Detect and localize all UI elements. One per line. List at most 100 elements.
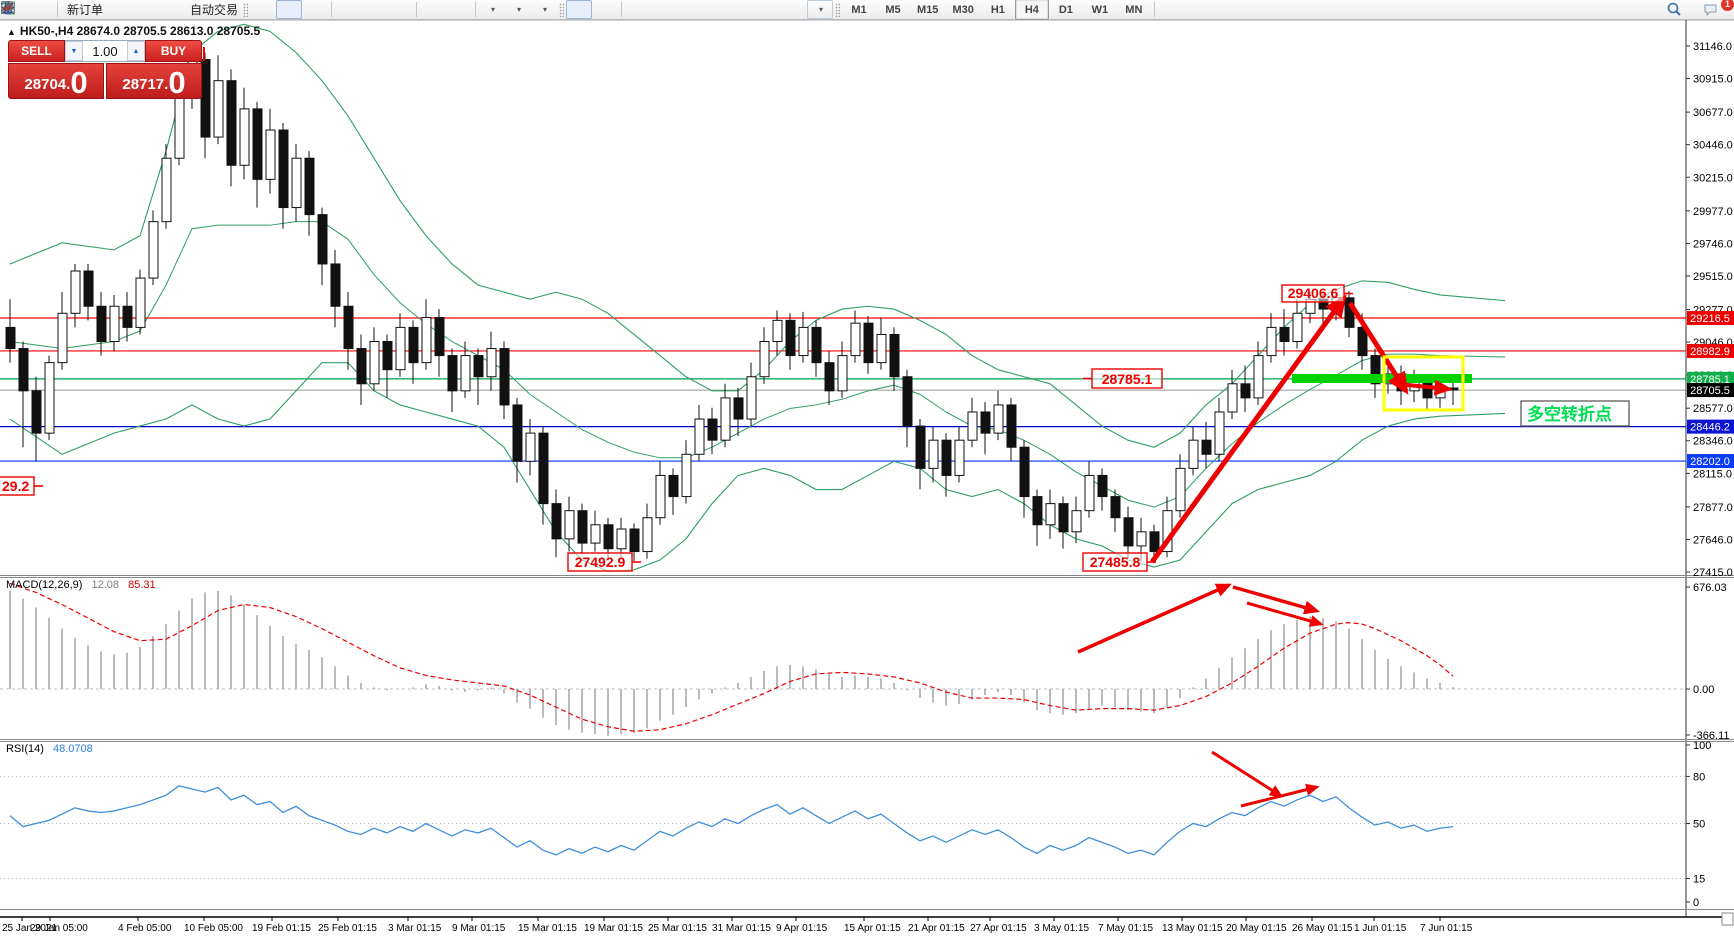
text-label-icon[interactable]: T <box>1 0 807 19</box>
timeframe-button-mn[interactable]: MN <box>1125 3 1143 16</box>
vps-cloud-icon[interactable] <box>1 0 158 19</box>
sell-price-main: 28704 <box>24 76 67 93</box>
svg-text:28785.1: 28785.1 <box>1102 371 1153 387</box>
search-icon[interactable] <box>1666 1 1692 20</box>
profiles-icon[interactable] <box>1 0 54 19</box>
timeframe-button-h1[interactable]: H1 <box>990 3 1005 16</box>
collapse-icon[interactable]: ▲ <box>7 27 16 37</box>
timeframe-button-m30[interactable]: M30 <box>952 3 974 16</box>
timeframe-button-m15[interactable]: M15 <box>917 3 939 16</box>
volume-increase-button[interactable]: ▲ <box>127 41 145 61</box>
svg-text:3 Mar 01:15: 3 Mar 01:15 <box>388 923 442 934</box>
price-axis[interactable]: 31146.0 30915.0 30677.0 30446.0 30215.0 29977… <box>1686 41 1734 579</box>
zoom-out-icon[interactable] <box>1 0 387 19</box>
timeframe-button-h4[interactable]: H4 <box>1014 0 1049 20</box>
svg-text:29.2: 29.2 <box>2 478 29 494</box>
svg-text:27646.0: 27646.0 <box>1693 534 1733 546</box>
buy-button[interactable]: BUY <box>145 40 202 62</box>
svg-text:28446.2: 28446.2 <box>1690 422 1730 434</box>
signals-icon[interactable] <box>2 0 184 19</box>
macd-value: 12.08 <box>91 579 120 591</box>
vertical-line-icon[interactable] <box>7 0 651 19</box>
line-chart-icon[interactable] <box>1 0 328 19</box>
svg-text:28346.0: 28346.0 <box>1693 436 1733 448</box>
rsi-name: RSI(14) <box>6 743 44 755</box>
toolbar: 新订单 自动交易 ▾ ▾ ▾ E F A T ▾ M1 M5 M15 M30 H1 H4 D1 W1 MN 1 <box>0 0 1734 20</box>
toolbar-separator <box>331 2 333 17</box>
toolbar-grip <box>559 2 565 17</box>
price-callout-labels[interactable]: 29406.6 28785.1 27492.9 27485.8 29.2 <box>0 284 1353 572</box>
template-icon[interactable]: ▾ <box>1 0 557 19</box>
metaeditor-icon[interactable] <box>1 0 132 19</box>
support-zone-band[interactable] <box>1292 374 1472 383</box>
bar-chart-icon[interactable] <box>1 0 276 19</box>
macd-trend-arrow[interactable] <box>1232 585 1321 615</box>
svg-text:19 Mar 01:15: 19 Mar 01:15 <box>584 923 643 934</box>
chat-icon[interactable]: 1 <box>1702 0 1734 20</box>
one-click-trade-panel: SELL ▼ 1.00 ▲ BUY 28704. 0 28717. 0 <box>8 40 202 99</box>
toolbar-grip <box>243 2 249 17</box>
svg-text:29746.0: 29746.0 <box>1693 238 1733 250</box>
turning-point-text: 多空转折点 <box>1527 404 1612 424</box>
equidistant-channel-icon[interactable]: E <box>1 0 729 19</box>
period-icon[interactable]: ▾ <box>1 0 531 19</box>
svg-text:25 Mar 01:15: 25 Mar 01:15 <box>648 923 707 934</box>
add-indicator-icon[interactable]: ▾ <box>1 0 505 19</box>
volume-decrease-button[interactable]: ▼ <box>65 41 83 61</box>
sell-price-dot: . <box>66 76 71 93</box>
svg-text:30215.0: 30215.0 <box>1693 172 1733 184</box>
turning-point-text-box[interactable] <box>1520 400 1630 427</box>
cursor-icon[interactable] <box>4 0 593 19</box>
macd-trend-arrow[interactable] <box>1077 583 1232 654</box>
arrows-icon[interactable]: ▾ <box>2 0 834 19</box>
svg-text:10 Feb 05:00: 10 Feb 05:00 <box>184 923 243 934</box>
timeframe-button-d1[interactable]: D1 <box>1058 3 1073 16</box>
tile-windows-icon[interactable] <box>1 0 413 19</box>
macd-name: MACD(12,26,9) <box>6 579 83 591</box>
trend-arrows[interactable] <box>1149 294 1453 564</box>
timeframe-button-m1[interactable]: M1 <box>851 3 867 16</box>
rsi-trend-arrow[interactable] <box>1240 783 1320 808</box>
sell-price-pip: 0 <box>70 65 88 100</box>
svg-text:28577.0: 28577.0 <box>1693 403 1733 415</box>
buy-price-pip: 0 <box>168 65 186 100</box>
crosshair-icon[interactable] <box>2 0 618 19</box>
new-order-icon[interactable]: 新订单 <box>2 0 106 19</box>
symbol-period-label: HK50-,H4 <box>19 24 74 38</box>
svg-text:F: F <box>11 10 15 16</box>
sell-button[interactable]: SELL <box>8 40 65 62</box>
chart-title: ▲ HK50-,H4 28674.0 28705.5 28613.0 28705.… <box>7 24 260 38</box>
svg-text:15 Mar 01:15: 15 Mar 01:15 <box>518 923 577 934</box>
buy-price[interactable]: 28717. 0 <box>106 63 202 99</box>
trendline-icon[interactable] <box>2 0 703 19</box>
horizontal-line-icon[interactable] <box>2 0 677 19</box>
svg-text:0.00: 0.00 <box>1693 684 1714 696</box>
macd-trend-arrow[interactable] <box>1246 601 1324 627</box>
rsi-trend-arrow[interactable] <box>1211 750 1284 798</box>
volume-value[interactable]: 1.00 <box>92 43 118 59</box>
chart-shift-icon[interactable] <box>1 0 472 19</box>
consolidation-rectangle[interactable] <box>1382 355 1465 412</box>
svg-text:80: 80 <box>1693 771 1705 783</box>
rsi-header: RSI(14) 48.0708 <box>6 743 93 755</box>
svg-text:25 Feb 01:15: 25 Feb 01:15 <box>318 923 377 934</box>
timeframe-button-w1[interactable]: W1 <box>1091 3 1109 16</box>
svg-text:15 Apr 01:15: 15 Apr 01:15 <box>844 923 901 934</box>
zoom-in-icon[interactable] <box>1 0 361 19</box>
sell-price[interactable]: 28704. 0 <box>8 63 104 99</box>
candlestick-chart-icon[interactable] <box>1 0 303 19</box>
fibonacci-icon[interactable]: F <box>2 0 755 19</box>
auto-trading-icon[interactable]: 自动交易 <box>2 0 241 19</box>
svg-text:27485.8: 27485.8 <box>1090 554 1141 570</box>
toolbar-grip <box>835 2 841 17</box>
bollinger-middle-band <box>9 221 1506 508</box>
text-icon[interactable]: A <box>4 0 781 19</box>
svg-text:27415.0: 27415.0 <box>1693 567 1733 579</box>
auto-scroll-icon[interactable] <box>1 0 446 19</box>
svg-text:29977.0: 29977.0 <box>1693 206 1733 218</box>
volume-stepper: ▼ 1.00 ▲ <box>65 40 145 62</box>
timeframe-button-m5[interactable]: M5 <box>885 3 901 16</box>
svg-text:29 Jan 05:00: 29 Jan 05:00 <box>30 923 88 934</box>
